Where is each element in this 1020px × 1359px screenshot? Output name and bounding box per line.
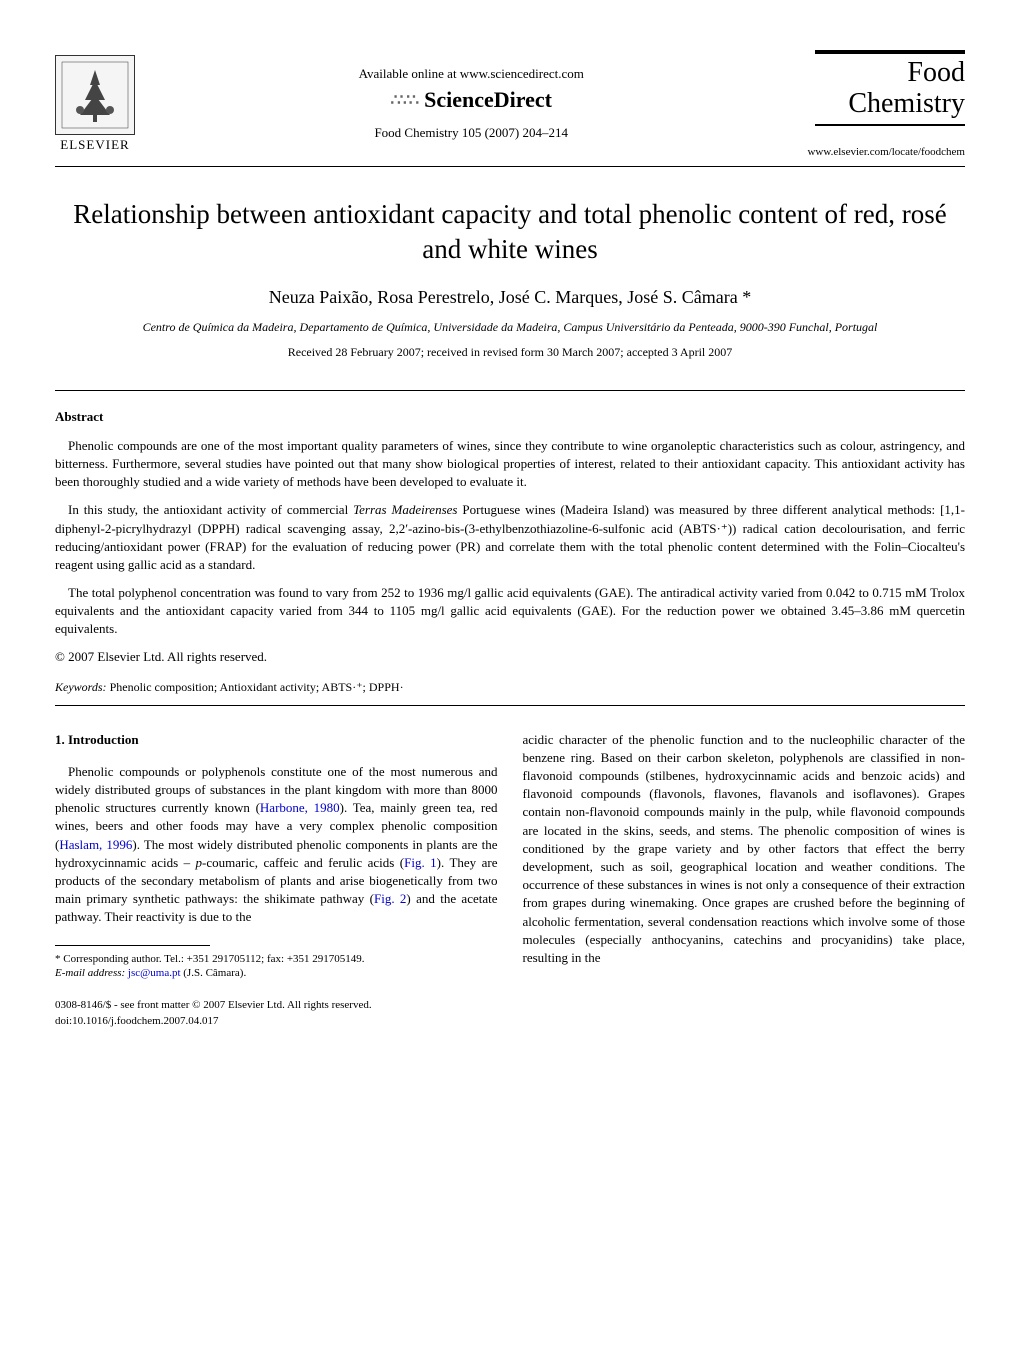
abstract-bottom-divider <box>55 705 965 706</box>
journal-reference: Food Chemistry 105 (2007) 204–214 <box>135 125 807 141</box>
keywords-text: Phenolic composition; Antioxidant activi… <box>107 680 404 694</box>
abstract-p2-italic: Terras Madeirenses <box>353 502 457 517</box>
header-divider <box>55 166 965 167</box>
ref-harbone[interactable]: Harbone, 1980 <box>260 800 340 815</box>
available-online-text: Available online at www.sciencedirect.co… <box>135 66 807 82</box>
publisher-logo: ELSEVIER <box>55 55 135 153</box>
intro-text-d: -coumaric, caffeic and ferulic acids ( <box>202 855 404 870</box>
abstract-top-divider <box>55 390 965 391</box>
corresponding-author-footnote: * Corresponding author. Tel.: +351 29170… <box>55 952 498 981</box>
keywords-label: Keywords: <box>55 680 107 694</box>
abstract-paragraph-3: The total polyphenol concentration was f… <box>55 584 965 639</box>
ref-haslam[interactable]: Haslam, 1996 <box>59 837 132 852</box>
email-link[interactable]: jsc@uma.pt <box>128 967 181 979</box>
sciencedirect-logo: ∴∵∴ ScienceDirect <box>391 87 552 113</box>
ref-fig1[interactable]: Fig. 1 <box>404 855 437 870</box>
two-column-body: 1. Introduction Phenolic compounds or po… <box>55 731 965 1029</box>
abstract-p2-pre: In this study, the antioxidant activity … <box>68 502 353 517</box>
copyright-line: © 2007 Elsevier Ltd. All rights reserved… <box>55 649 965 665</box>
email-name: (J.S. Câmara). <box>181 967 247 979</box>
journal-name-line1: Food <box>815 58 965 89</box>
intro-paragraph-col1: Phenolic compounds or polyphenols consti… <box>55 763 498 927</box>
intro-paragraph-col2: acidic character of the phenolic functio… <box>523 731 966 967</box>
abstract-paragraph-2: In this study, the antioxidant activity … <box>55 501 965 574</box>
article-dates: Received 28 February 2007; received in r… <box>55 345 965 360</box>
journal-url: www.elsevier.com/locate/foodchem <box>807 146 965 158</box>
publisher-name: ELSEVIER <box>60 137 129 153</box>
center-header: Available online at www.sciencedirect.co… <box>135 66 807 141</box>
keywords-line: Keywords: Phenolic composition; Antioxid… <box>55 680 965 695</box>
article-title: Relationship between antioxidant capacit… <box>55 197 965 267</box>
right-column: acidic character of the phenolic functio… <box>523 731 966 1029</box>
email-label: E-mail address: <box>55 967 125 979</box>
elsevier-tree-icon <box>55 55 135 135</box>
journal-logo-block: Food Chemistry www.elsevier.com/locate/f… <box>807 50 965 158</box>
authors-list: Neuza Paixão, Rosa Perestrelo, José C. M… <box>55 287 965 308</box>
footnote-text-a: Corresponding author. Tel.: +351 2917051… <box>61 953 365 965</box>
left-column: 1. Introduction Phenolic compounds or po… <box>55 731 498 1029</box>
header-row: ELSEVIER Available online at www.science… <box>55 50 965 158</box>
ref-fig2[interactable]: Fig. 2 <box>374 891 406 906</box>
journal-name-line2: Chemistry <box>815 89 965 120</box>
footnote-separator <box>55 945 210 946</box>
footer-doi: doi:10.1016/j.foodchem.2007.04.017 <box>55 1014 498 1029</box>
sciencedirect-dots-icon: ∴∵∴ <box>391 90 419 110</box>
abstract-paragraph-1: Phenolic compounds are one of the most i… <box>55 437 965 492</box>
abstract-heading: Abstract <box>55 409 965 425</box>
affiliation: Centro de Química da Madeira, Departamen… <box>55 320 965 335</box>
footer-block: 0308-8146/$ - see front matter © 2007 El… <box>55 998 498 1029</box>
intro-heading: 1. Introduction <box>55 731 498 749</box>
footer-line1: 0308-8146/$ - see front matter © 2007 El… <box>55 998 498 1013</box>
sciencedirect-text: ScienceDirect <box>424 87 552 113</box>
journal-name-box: Food Chemistry <box>815 50 965 126</box>
